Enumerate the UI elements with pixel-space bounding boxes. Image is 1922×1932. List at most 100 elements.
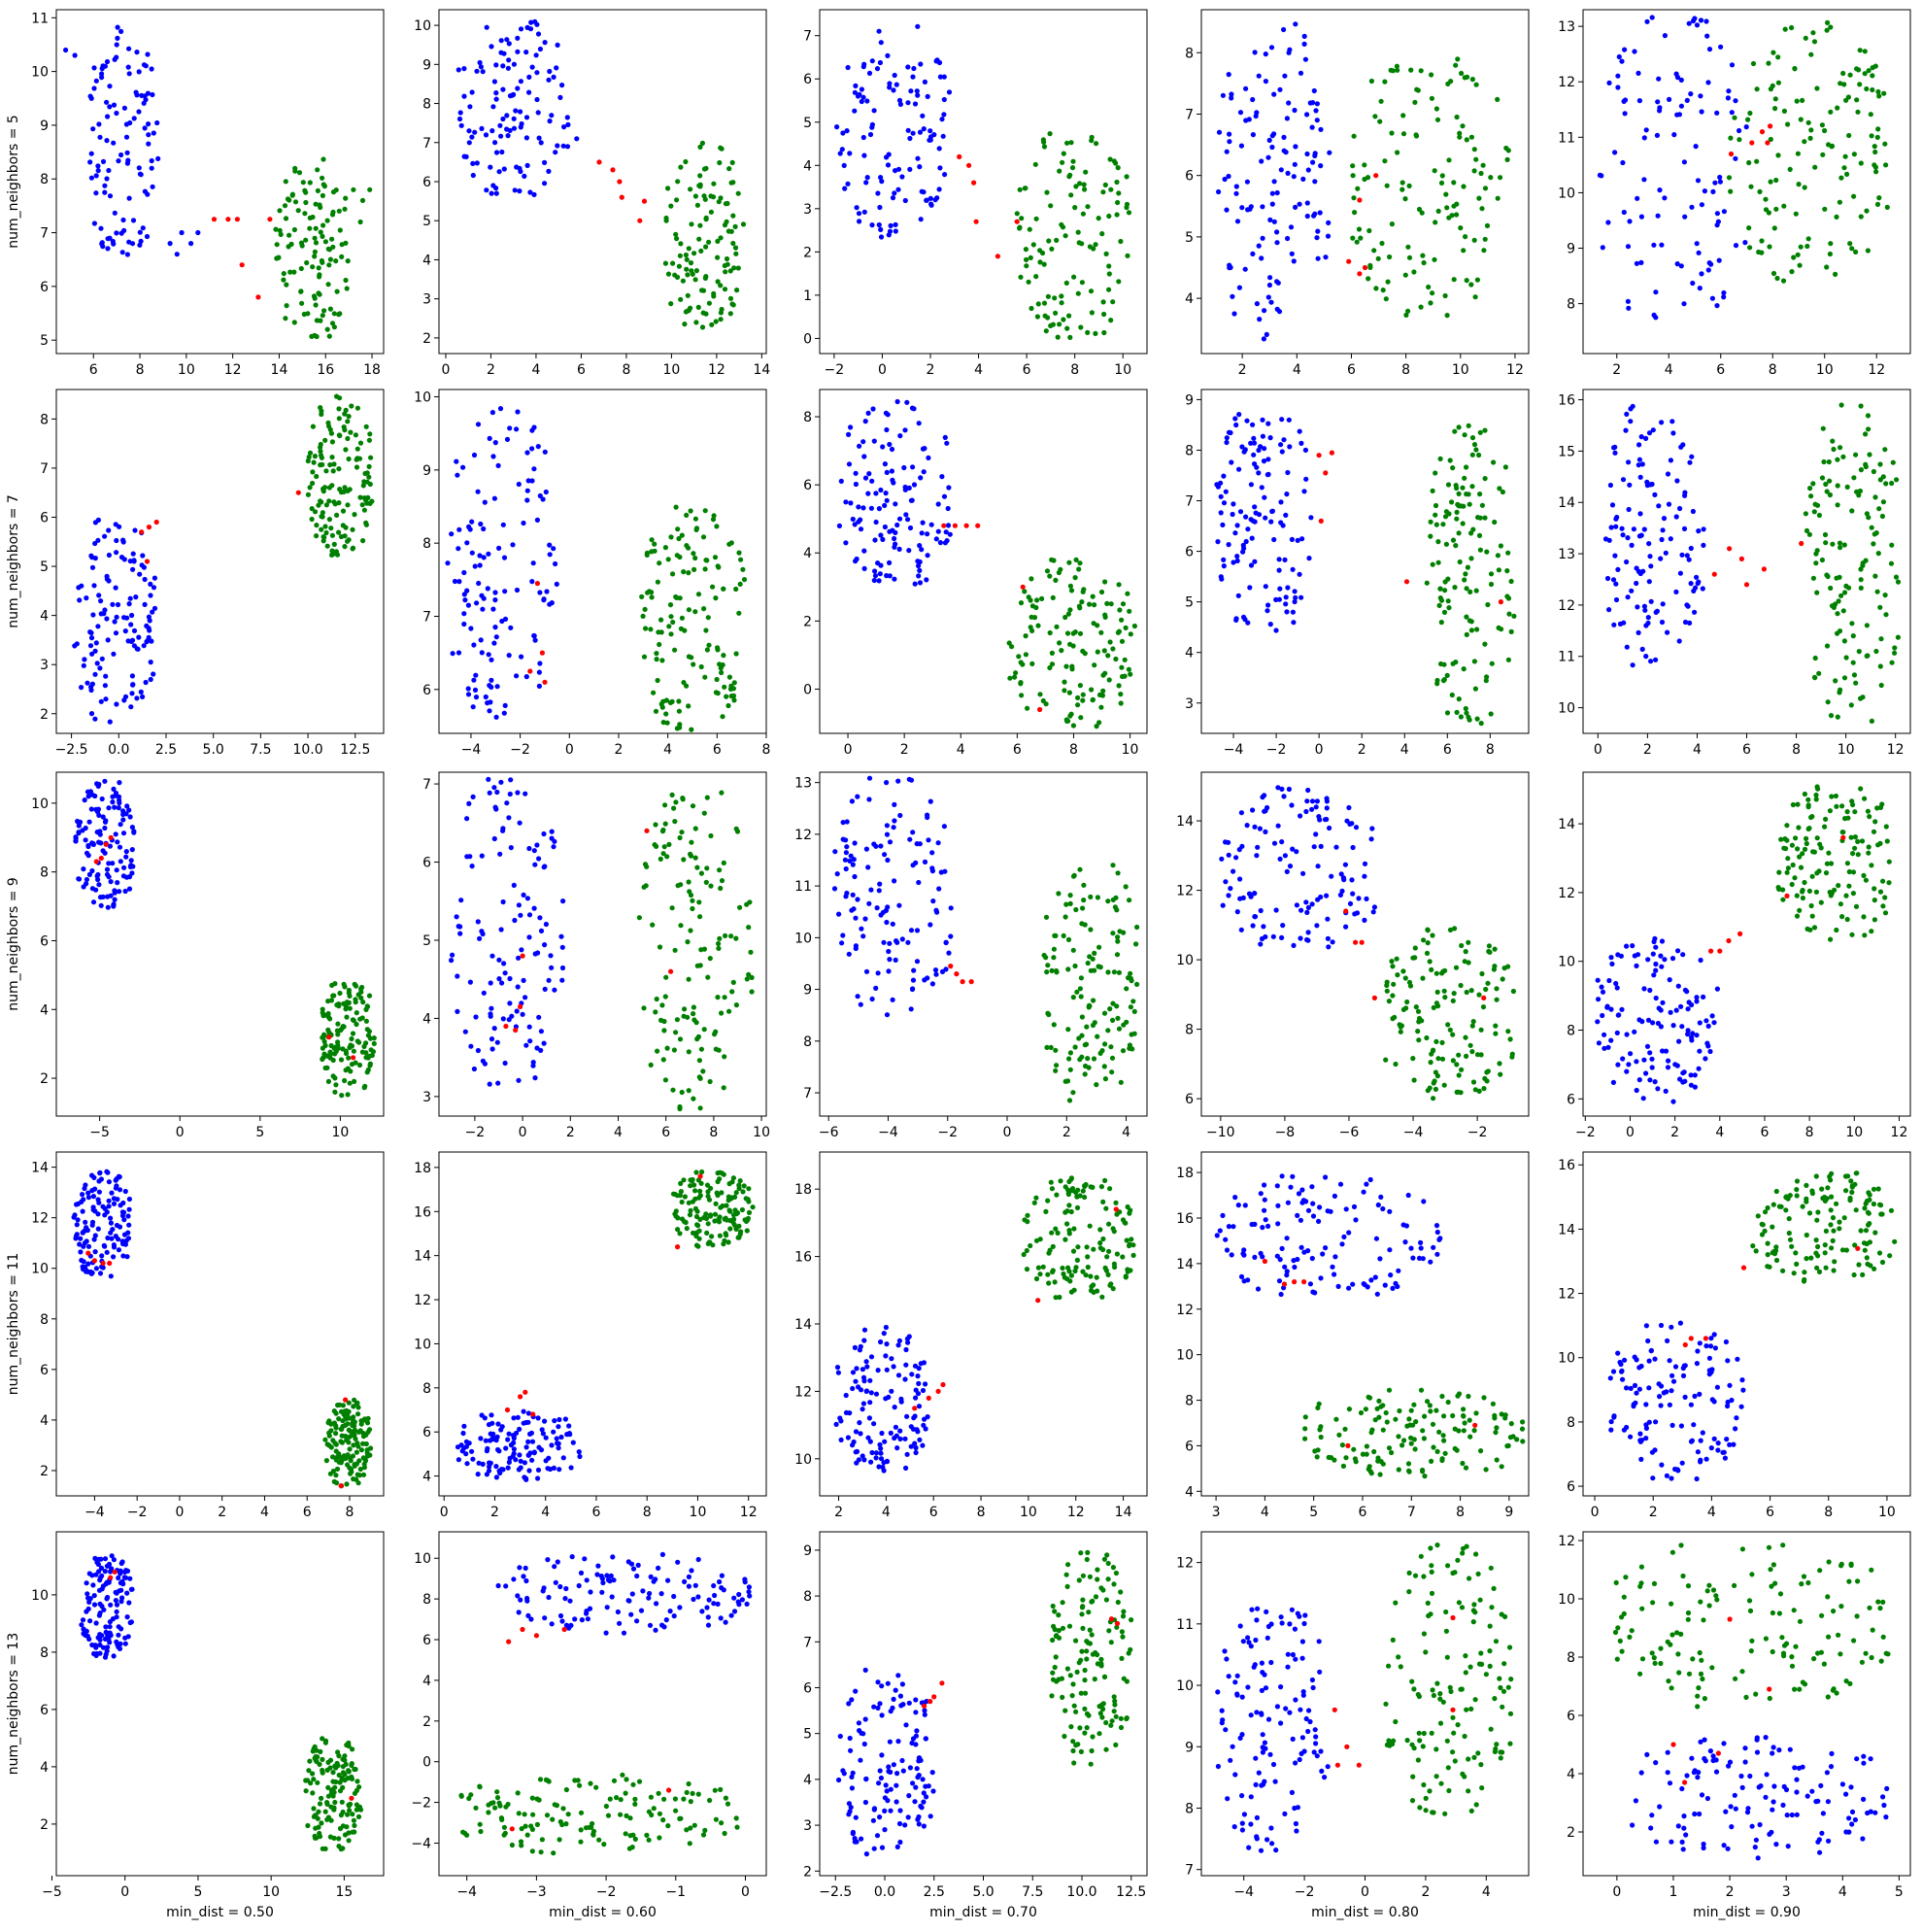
- data-point: [458, 898, 464, 903]
- data-point: [1314, 235, 1320, 241]
- data-point: [1677, 1076, 1683, 1082]
- data-point: [1126, 975, 1131, 981]
- data-point: [884, 154, 890, 160]
- data-point: [505, 1437, 511, 1442]
- data-point: [336, 416, 342, 422]
- data-point: [714, 1190, 720, 1196]
- y-tick-label: 7: [422, 609, 431, 625]
- data-point: [846, 431, 852, 437]
- data-point: [1482, 476, 1488, 482]
- data-point: [1666, 1058, 1671, 1064]
- data-point: [115, 601, 121, 608]
- data-point: [91, 65, 97, 71]
- data-point: [649, 549, 655, 555]
- data-point: [1468, 988, 1474, 994]
- data-point: [1439, 1039, 1445, 1045]
- x-tick-label: 10: [1838, 742, 1855, 758]
- data-point: [1698, 957, 1703, 964]
- data-point: [1318, 843, 1324, 850]
- data-point: [1634, 580, 1639, 587]
- data-point: [104, 576, 110, 582]
- data-point: [1638, 259, 1644, 265]
- data-point: [1351, 195, 1357, 201]
- data-point: [1464, 631, 1469, 638]
- data-point: [1856, 67, 1862, 73]
- data-point: [1258, 941, 1264, 947]
- data-point: [1406, 254, 1413, 260]
- data-point: [1318, 126, 1324, 132]
- data-point: [106, 805, 112, 811]
- data-point: [715, 254, 721, 260]
- data-point: [1085, 204, 1091, 210]
- data-point: [1343, 908, 1349, 914]
- data-point: [498, 1427, 504, 1433]
- data-point: [345, 538, 351, 544]
- data-point: [892, 878, 897, 884]
- data-point: [1488, 581, 1495, 588]
- data-point: [904, 399, 910, 405]
- data-point: [1477, 429, 1483, 435]
- data-point: [1271, 179, 1277, 185]
- data-point: [1220, 92, 1226, 98]
- data-point: [1844, 916, 1850, 923]
- data-point: [1810, 30, 1816, 36]
- data-point: [1848, 834, 1854, 840]
- data-point: [874, 905, 880, 911]
- data-point: [1659, 536, 1665, 543]
- data-point: [1454, 114, 1460, 120]
- data-point: [1852, 845, 1858, 851]
- data-point: [1066, 559, 1072, 565]
- data-point: [121, 105, 127, 111]
- data-point: [1686, 557, 1692, 562]
- data-point: [566, 1423, 572, 1429]
- data-point: [1286, 786, 1292, 793]
- scatter-points: [449, 776, 755, 1112]
- data-point: [558, 1434, 564, 1441]
- data-point: [1469, 77, 1475, 83]
- data-point: [850, 892, 856, 898]
- data-point: [975, 523, 981, 528]
- data-point: [1851, 193, 1857, 199]
- data-point: [1231, 559, 1236, 565]
- data-point: [542, 986, 548, 993]
- data-point: [689, 221, 694, 227]
- data-point: [96, 121, 102, 127]
- x-tick-label: 10: [1122, 742, 1139, 758]
- data-point: [877, 571, 883, 577]
- data-point: [106, 874, 112, 880]
- data-point: [689, 727, 694, 732]
- data-point: [89, 1219, 96, 1225]
- data-point: [148, 581, 153, 588]
- data-point: [1839, 914, 1845, 920]
- data-point: [549, 600, 555, 606]
- data-point: [315, 167, 320, 173]
- data-point: [1453, 543, 1459, 549]
- data-point: [1678, 1003, 1684, 1009]
- data-point: [120, 830, 127, 836]
- data-point: [861, 548, 867, 554]
- data-point: [363, 1050, 369, 1056]
- data-point: [1464, 586, 1469, 592]
- data-point: [1636, 98, 1642, 104]
- data-point: [1615, 73, 1621, 79]
- data-point: [475, 1472, 481, 1477]
- data-point: [96, 1178, 102, 1184]
- data-point: [1696, 579, 1702, 585]
- data-point: [112, 619, 118, 625]
- y-tick-label: 6: [422, 856, 431, 871]
- data-point: [1119, 617, 1125, 623]
- data-point: [502, 970, 508, 976]
- data-point: [366, 1053, 372, 1059]
- data-point: [317, 274, 322, 280]
- data-point: [526, 1468, 532, 1474]
- data-point: [1865, 808, 1871, 814]
- data-point: [497, 1470, 503, 1476]
- data-point: [127, 595, 133, 601]
- data-point: [354, 1400, 360, 1406]
- data-point: [145, 51, 151, 57]
- data-point: [1232, 530, 1238, 536]
- data-point: [1668, 536, 1673, 542]
- data-point: [1309, 901, 1315, 907]
- data-point: [861, 454, 867, 459]
- data-point: [500, 1016, 506, 1022]
